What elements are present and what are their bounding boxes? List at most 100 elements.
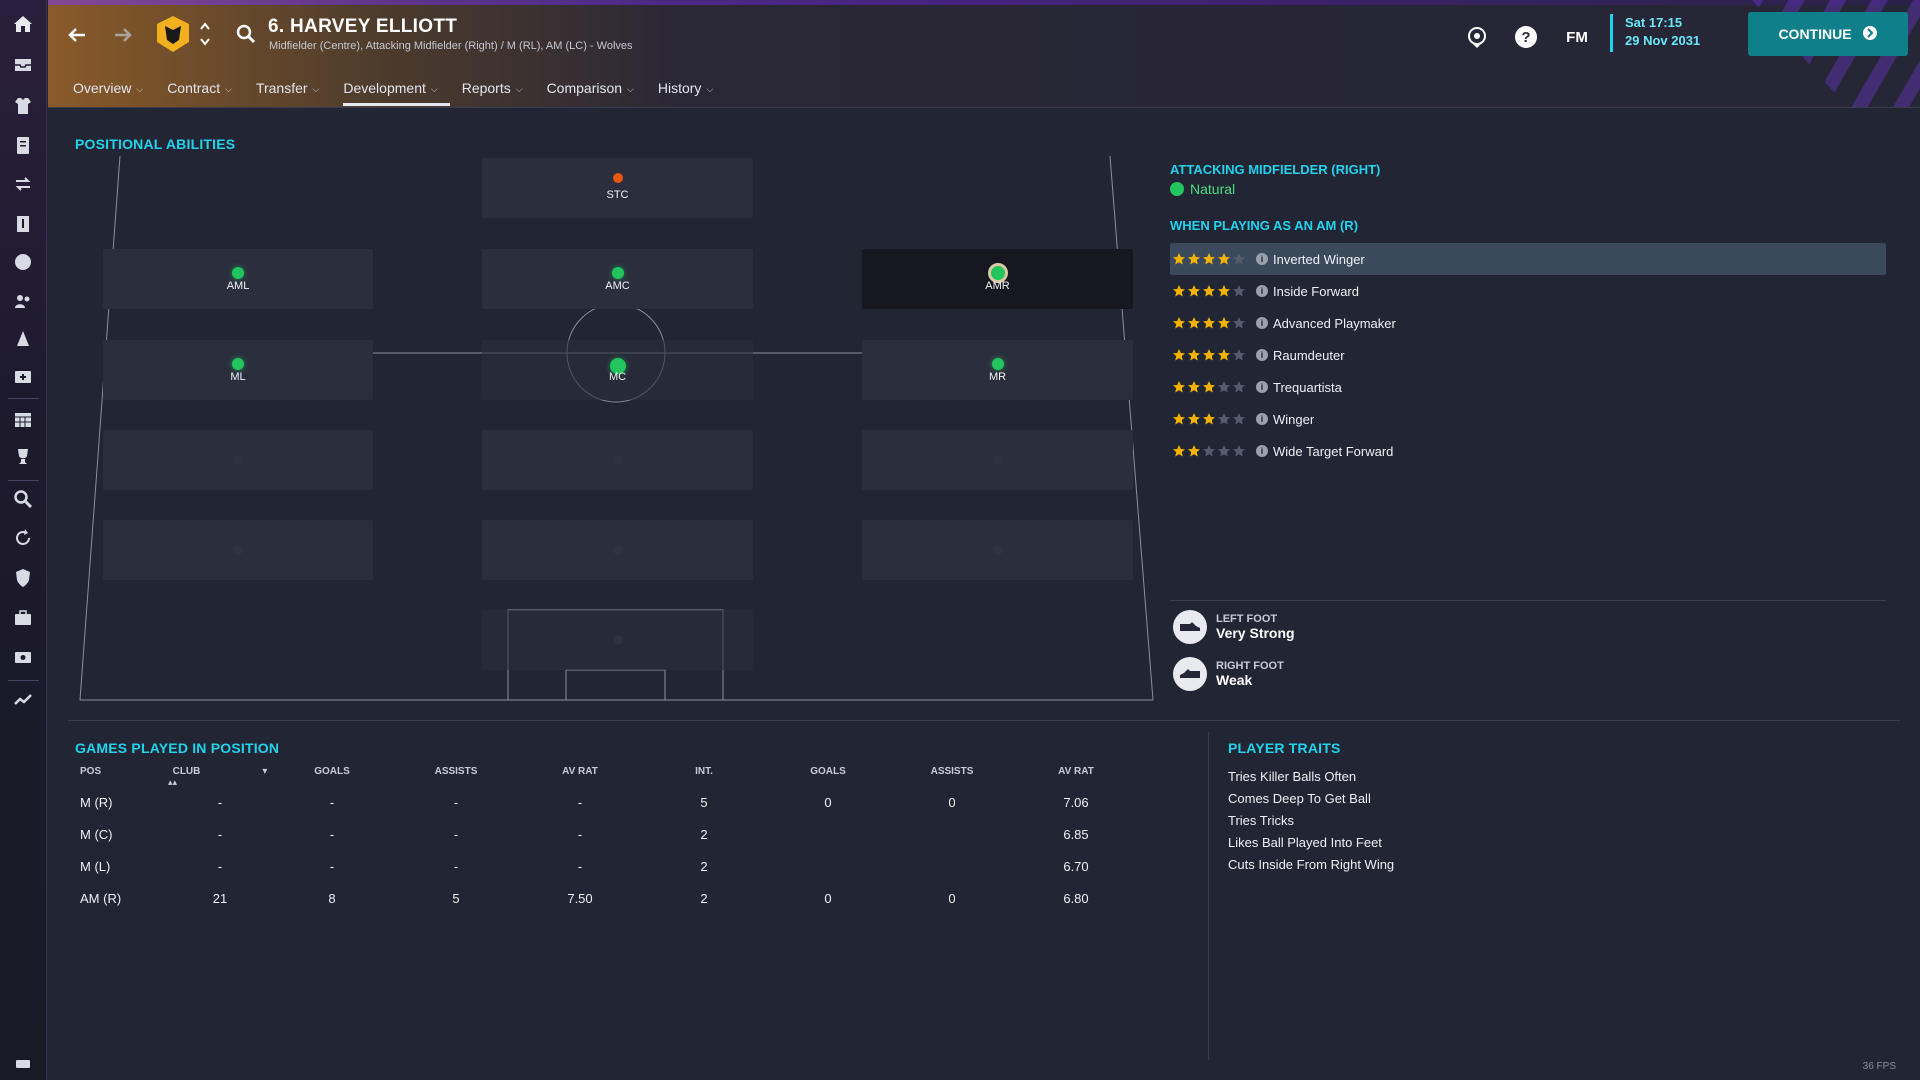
games-played-title: GAMES PLAYED IN POSITION (75, 740, 280, 756)
help-icon[interactable]: ? (1513, 24, 1539, 50)
tab-transfer[interactable]: Transfer ⌵ (244, 76, 331, 106)
column-header[interactable]: AV RAT (518, 766, 642, 786)
position-stc[interactable]: STC (482, 158, 753, 218)
medical-icon[interactable] (9, 362, 37, 390)
inbox-icon[interactable] (9, 50, 37, 78)
squad-icon[interactable] (9, 92, 37, 120)
role-name: Wide Target Forward (1273, 443, 1394, 459)
tab-comparison[interactable]: Comparison ⌵ (535, 76, 646, 106)
tab-contract[interactable]: Contract ⌵ (155, 76, 244, 106)
column-header[interactable]: GOALS (270, 766, 394, 786)
shield-icon[interactable] (9, 564, 37, 592)
info-icon[interactable]: i (1256, 413, 1268, 425)
role-row[interactable]: i Inside Forward (1170, 275, 1886, 307)
position-mr[interactable]: MR (862, 340, 1133, 400)
position-amc[interactable]: AMC (482, 249, 753, 309)
star-rating (1172, 444, 1256, 458)
star-rating (1172, 380, 1256, 394)
position-label: AML (226, 280, 250, 293)
position-gk[interactable] (482, 610, 753, 670)
column-header[interactable]: ASSISTS (890, 766, 1014, 786)
table-cell: 2 (700, 826, 708, 842)
table-cell: 0 (948, 794, 956, 810)
table-cell: - (217, 794, 223, 810)
search-icon[interactable] (9, 485, 37, 513)
table-row[interactable]: M (C) - - - - 2 6.85 (75, 818, 1155, 850)
home-icon[interactable] (9, 10, 37, 38)
position-dl[interactable] (103, 520, 373, 580)
table-cell: - (577, 858, 583, 874)
column-header[interactable]: GOALS (766, 766, 890, 786)
forward-arrow-icon[interactable] (110, 22, 136, 48)
boot-icon (1173, 610, 1207, 644)
role-name: Winger (1273, 411, 1315, 427)
back-arrow-icon[interactable] (64, 22, 90, 48)
star-filled-icon (1203, 413, 1215, 425)
ball-icon[interactable] (9, 248, 37, 276)
column-header[interactable]: INT. (642, 766, 766, 786)
tab-history[interactable]: History ⌵ (646, 76, 725, 106)
fm-menu-button[interactable]: FM (1566, 28, 1588, 46)
column-header[interactable]: POS ▴▴ (75, 766, 177, 787)
clipboard-icon[interactable] (9, 131, 37, 159)
refresh-icon[interactable] (9, 524, 37, 552)
column-header[interactable]: AV RAT (1014, 766, 1138, 786)
game-date[interactable]: Sat 17:15 29 Nov 2031 (1610, 14, 1700, 52)
player-switch-icon[interactable] (199, 20, 211, 53)
position-dmc[interactable] (482, 430, 753, 490)
info-icon[interactable]: i (1256, 349, 1268, 361)
tab-development[interactable]: Development ⌵ (331, 76, 451, 106)
position-dmr[interactable] (862, 430, 1133, 490)
role-row[interactable]: i Inverted Winger (1170, 243, 1886, 275)
position-ml[interactable]: ML (103, 340, 373, 400)
table-row[interactable]: M (L) - - - - 2 6.70 (75, 850, 1155, 882)
column-header[interactable]: ASSISTS (394, 766, 518, 786)
position-rating-dot (232, 358, 244, 370)
column-header[interactable]: CLUB ▾ (170, 766, 270, 786)
tab-reports[interactable]: Reports ⌵ (450, 76, 535, 106)
staff-icon[interactable] (9, 287, 37, 315)
trophy-icon[interactable] (9, 443, 37, 471)
role-row[interactable]: i Wide Target Forward (1170, 435, 1886, 467)
position-dr[interactable] (862, 520, 1133, 580)
tab-overview[interactable]: Overview ⌵ (61, 76, 155, 106)
role-row[interactable]: i Advanced Playmaker (1170, 307, 1886, 339)
table-row[interactable]: AM (R) 21 8 5 7.50 2 0 0 6.80 (75, 882, 1155, 914)
trend-icon[interactable] (9, 686, 37, 714)
info-icon[interactable]: i (1256, 445, 1268, 457)
role-row[interactable]: i Trequartista (1170, 371, 1886, 403)
position-aml[interactable]: AML (103, 249, 373, 309)
position-mc[interactable]: MC (482, 340, 753, 400)
position-amr[interactable]: AMR (862, 249, 1133, 309)
briefcase-icon[interactable] (9, 604, 37, 632)
info-icon[interactable]: i (1256, 317, 1268, 329)
finance-icon[interactable] (9, 643, 37, 671)
table-body: M (R) - - - - 5 0 0 7.06 M (C) - - - - 2 6.85 M (L) - - - - 2… (75, 786, 1155, 914)
table-row[interactable]: M (R) - - - - 5 0 0 7.06 (75, 786, 1155, 818)
transfer-icon[interactable] (9, 170, 37, 198)
role-row[interactable]: i Winger (1170, 403, 1886, 435)
continue-button[interactable]: CONTINUE (1748, 12, 1908, 56)
tab-label: Development (343, 80, 426, 96)
position-dml[interactable] (103, 430, 373, 490)
chevron-down-icon: ⌵ (312, 84, 320, 94)
column-header-label: POS (80, 766, 102, 777)
role-row[interactable]: i Raumdeuter (1170, 339, 1886, 371)
training-icon[interactable] (9, 325, 37, 353)
info-icon[interactable]: i (1256, 285, 1268, 297)
table-cell: - (329, 826, 335, 842)
club-badge[interactable] (153, 14, 193, 54)
chevron-down-icon: ⌵ (225, 84, 232, 94)
search-icon[interactable] (235, 23, 257, 50)
info-icon[interactable]: i (1256, 253, 1268, 265)
dropdown-icon[interactable]: ▾ (262, 766, 268, 777)
position-dc[interactable] (482, 520, 753, 580)
social-feed-icon[interactable] (1464, 24, 1490, 50)
keyboard-icon[interactable] (9, 1050, 37, 1078)
report-icon[interactable] (9, 210, 37, 238)
tab-bar: Overview ⌵ Contract ⌵ Transfer ⌵ Developmen… (61, 76, 725, 106)
calendar-icon[interactable] (9, 405, 37, 433)
sort-icon[interactable]: ▴▴ (168, 777, 178, 787)
info-icon[interactable]: i (1256, 381, 1268, 393)
star-empty-icon (1218, 445, 1230, 457)
